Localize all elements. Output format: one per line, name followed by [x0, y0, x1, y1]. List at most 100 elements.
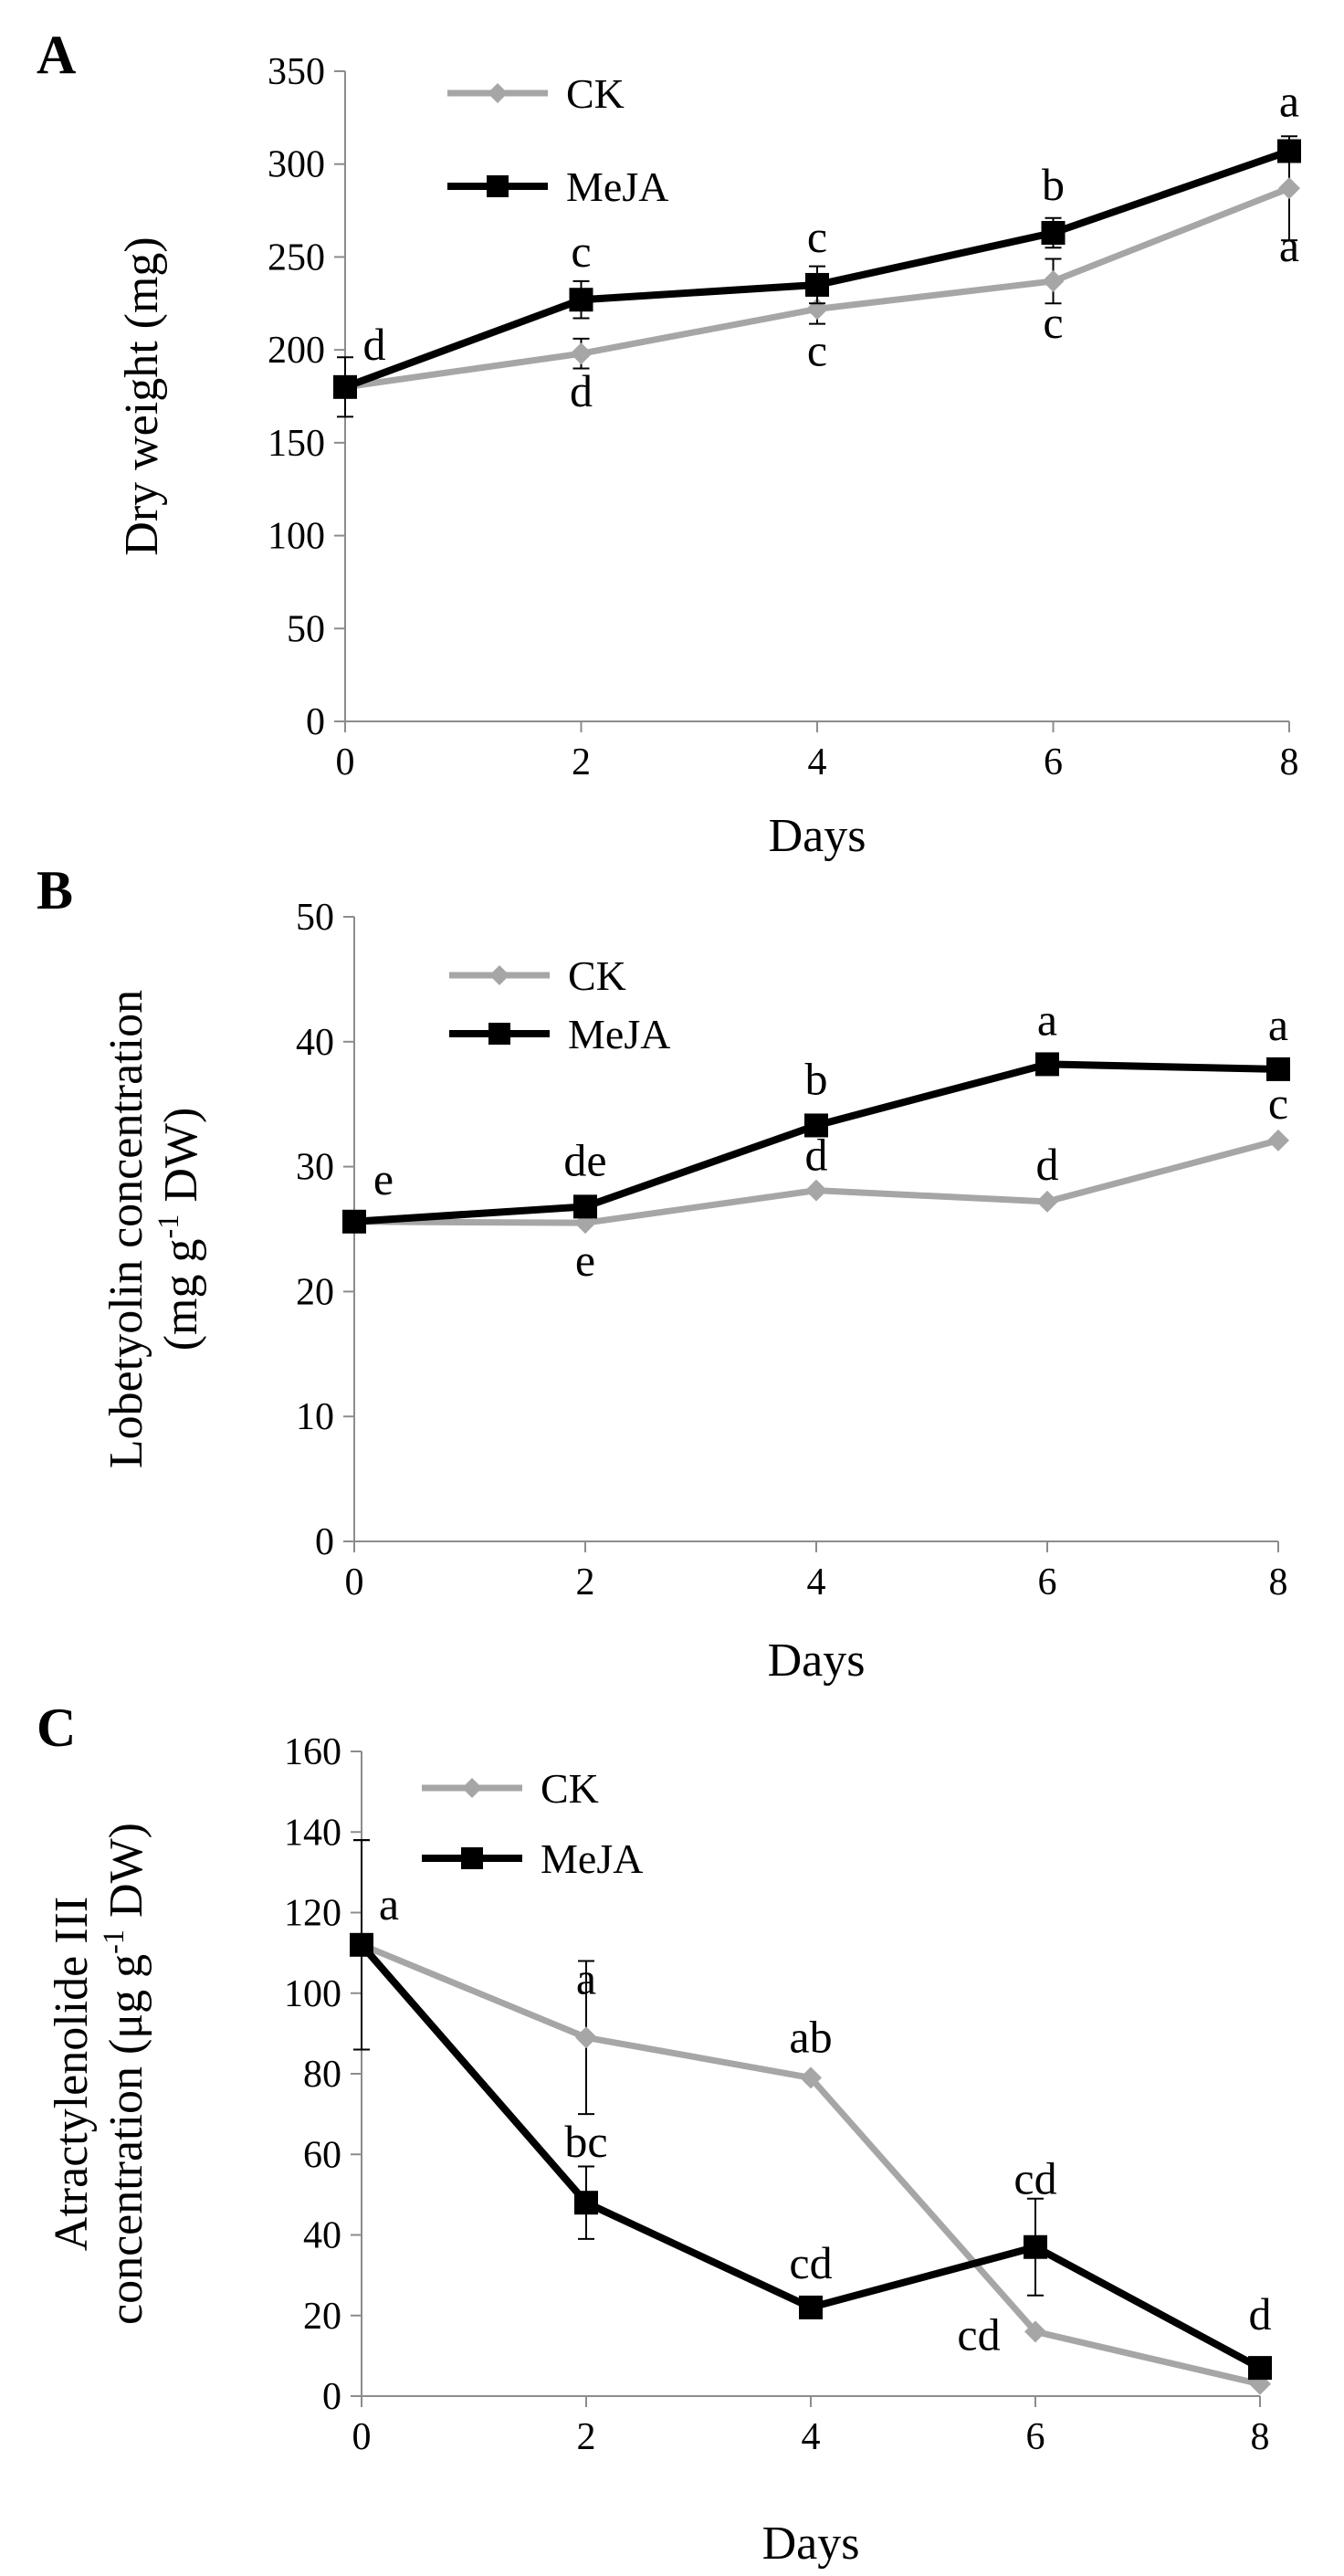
data-point-square — [1041, 220, 1066, 245]
y-tick-label: 160 — [284, 1731, 341, 1773]
legend-marker-diamond — [462, 1778, 482, 1798]
y-tick-label: 10 — [296, 1396, 334, 1438]
legend-label: MeJA — [568, 1011, 670, 1057]
data-point-square — [1266, 1057, 1290, 1081]
panel-label: A — [37, 25, 76, 85]
data-point-diamond — [805, 1179, 827, 1202]
legend-item-ck: CK — [422, 1765, 599, 1812]
x-tick-label: 6 — [1026, 2416, 1045, 2458]
series-meja: e de b a a — [342, 994, 1290, 1234]
legend-marker-diamond — [489, 965, 509, 985]
data-point-square — [1277, 139, 1301, 163]
significance-letter: d — [805, 1130, 828, 1181]
y-axis-label-superscript: -1 — [152, 1214, 184, 1239]
data-point-diamond — [1278, 177, 1300, 200]
data-point-square — [805, 272, 829, 297]
y-tick-label: 60 — [303, 2134, 341, 2176]
chart-panel-b: 0 10 20 30 40 50 0 2 4 6 8 Days Lobetyolin concentra… — [37, 860, 1290, 1687]
data-point-square — [350, 1932, 373, 1957]
x-axis-label: Days — [762, 2518, 860, 2570]
y-axis-label-unit: (mg g — [155, 1239, 207, 1351]
significance-letter: a — [1279, 220, 1299, 271]
y-tick-label: 30 — [296, 1147, 334, 1189]
significance-letter: d — [570, 365, 593, 416]
significance-letter: d — [1036, 1139, 1059, 1190]
significance-letter: de — [563, 1134, 606, 1185]
data-point-diamond — [575, 2026, 597, 2049]
y-axis-label-unit-end: DW) — [155, 1108, 207, 1214]
significance-letter: e — [575, 1235, 595, 1286]
legend-marker-square — [488, 1023, 510, 1045]
data-point-diamond — [1036, 1190, 1058, 1213]
y-tick-label: 40 — [296, 1022, 334, 1064]
series-meja: d c c b a — [333, 75, 1301, 418]
x-tick-label: 8 — [1251, 2416, 1270, 2458]
y-axis-label-line1: Lobetyolin concentration — [100, 990, 152, 1468]
x-tick-label: 2 — [572, 741, 591, 783]
x-axis-label: Days — [769, 810, 866, 862]
x-tick-label: 4 — [802, 2416, 821, 2458]
y-axis-label-line2: (mg g-1 DW) — [152, 1108, 207, 1351]
significance-letter: d — [363, 319, 386, 370]
legend-label: CK — [566, 70, 625, 117]
y-axis-label-unit-end: DW) — [100, 1823, 152, 1929]
x-tick-label: 6 — [1044, 741, 1063, 783]
significance-letter: b — [805, 1053, 828, 1104]
chart-panel-c: 0 20 40 60 80 100 120 140 160 0 2 4 6 8 Days Atractylen… — [37, 1698, 1272, 2570]
significance-letter: c — [571, 226, 591, 277]
significance-letter: bc — [564, 2116, 607, 2167]
data-point-square — [1248, 2356, 1272, 2381]
data-point-diamond — [1042, 269, 1065, 292]
y-axis-label: Dry weight (mg) — [116, 237, 168, 555]
significance-letter: d — [1249, 2288, 1272, 2339]
y-tick-label: 150 — [268, 423, 325, 465]
y-axis-label-superscript: -1 — [97, 1929, 130, 1954]
panel-label: B — [37, 860, 73, 920]
legend-label: CK — [568, 952, 626, 999]
significance-letter: c — [1268, 1078, 1288, 1129]
y-axis-label: Atractylenolide III concentration (μg g-1… — [46, 1823, 152, 2325]
data-point-square — [574, 2191, 598, 2215]
significance-letter: cd — [1013, 2153, 1056, 2204]
legend-marker-diamond — [488, 83, 508, 103]
y-tick-label: 40 — [303, 2215, 341, 2257]
legend-marker-square — [487, 175, 509, 197]
x-tick-label: 0 — [336, 741, 355, 783]
legend-label: MeJA — [541, 1835, 643, 1882]
y-tick-label: 0 — [306, 701, 325, 743]
data-point-diamond — [800, 2066, 822, 2089]
significance-letter: a — [1037, 994, 1057, 1045]
legend-label: MeJA — [566, 163, 668, 210]
significance-letter: c — [807, 324, 827, 375]
data-point-square — [804, 1113, 828, 1138]
x-tick-label: 0 — [345, 1561, 364, 1603]
x-tick-label: 4 — [807, 1561, 826, 1603]
data-point-square — [573, 1194, 597, 1219]
significance-letter: a — [1268, 999, 1288, 1050]
significance-letter: cd — [957, 2308, 1000, 2360]
data-point-diamond — [1024, 2320, 1046, 2343]
y-tick-label: 0 — [322, 2376, 341, 2418]
x-tick-label: 0 — [352, 2416, 372, 2458]
data-point-square — [342, 1209, 366, 1234]
significance-letter: cd — [789, 2237, 832, 2288]
significance-letter: a — [1279, 75, 1299, 126]
y-tick-label: 50 — [296, 897, 334, 939]
y-tick-label: 20 — [296, 1271, 334, 1313]
y-axis-label-unit: concentration (μg g — [100, 1954, 152, 2325]
legend-label: CK — [541, 1765, 599, 1812]
y-tick-label: 20 — [303, 2296, 341, 2338]
legend-item-meja: MeJA — [449, 1011, 670, 1057]
data-point-square — [1035, 1052, 1059, 1077]
legend-marker-square — [461, 1847, 483, 1869]
y-tick-label: 300 — [268, 144, 325, 186]
data-point-square — [333, 374, 357, 399]
significance-letter: a — [576, 1952, 596, 2003]
data-point-square — [1024, 2234, 1047, 2259]
x-tick-label: 8 — [1269, 1561, 1288, 1603]
y-tick-label: 350 — [268, 51, 325, 93]
x-tick-label: 4 — [808, 741, 827, 783]
data-point-diamond — [570, 342, 593, 365]
panel-label: C — [37, 1698, 76, 1758]
